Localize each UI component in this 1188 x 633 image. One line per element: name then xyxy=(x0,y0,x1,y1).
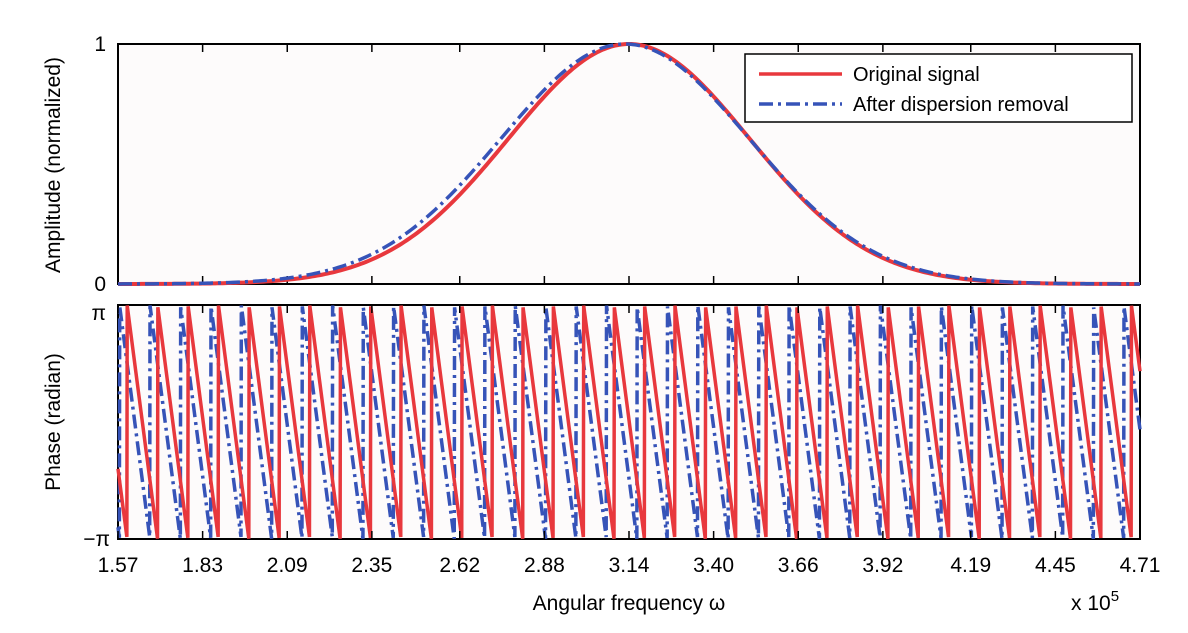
phase-y-axis-label: Phase (radian) xyxy=(42,353,65,491)
amplitude-ytick-label-top: 1 xyxy=(94,33,106,56)
amplitude-series xyxy=(118,41,1141,286)
x-tick-label: 4.71 xyxy=(1120,554,1161,577)
phase-ytick-label-bottom: −π xyxy=(83,528,110,551)
phase-series-dispersion-removed xyxy=(116,305,1142,540)
x-tick-label: 3.66 xyxy=(778,554,819,577)
x-axis-label: Angular frequency ω xyxy=(533,592,726,615)
legend-box xyxy=(744,53,1133,123)
x-tick-label: 1.83 xyxy=(182,554,223,577)
x-tick-label: 3.92 xyxy=(862,554,903,577)
amplitude-ytick-label-bottom: 0 xyxy=(94,273,106,296)
x-axis-multiplier: x 105 xyxy=(1071,588,1119,615)
legend: Original signal After dispersion removal xyxy=(744,53,1133,123)
legend-label-original: Original signal xyxy=(853,64,980,86)
x-tick-label: 2.09 xyxy=(267,554,308,577)
x-tick-label: 2.35 xyxy=(351,554,392,577)
x-axis-multiplier-exponent: 5 xyxy=(1111,588,1119,605)
amplitude-series-dispersion-removed xyxy=(118,42,1141,286)
legend-label-dispersion: After dispersion removal xyxy=(853,94,1069,116)
amplitude-y-axis-label: Amplitude (normalized) xyxy=(42,57,65,273)
x-tick-label: 4.19 xyxy=(950,554,991,577)
x-tick-label: 4.45 xyxy=(1035,554,1076,577)
phase-series xyxy=(116,305,1142,540)
x-tick-labels: 1.57 1.83 2.09 2.35 2.62 2.88 3.14 3.40 3.66 3.92… xyxy=(98,554,1161,577)
x-tick-label: 2.88 xyxy=(524,554,565,577)
x-tick-label: 3.14 xyxy=(609,554,650,577)
phase-series-original xyxy=(116,305,1142,540)
x-tick-label: 2.62 xyxy=(439,554,480,577)
x-tick-label: 1.57 xyxy=(98,554,139,577)
phase-tick-marks xyxy=(117,305,1141,539)
x-tick-label: 3.40 xyxy=(693,554,734,577)
phase-ytick-label-top: π xyxy=(92,302,107,325)
